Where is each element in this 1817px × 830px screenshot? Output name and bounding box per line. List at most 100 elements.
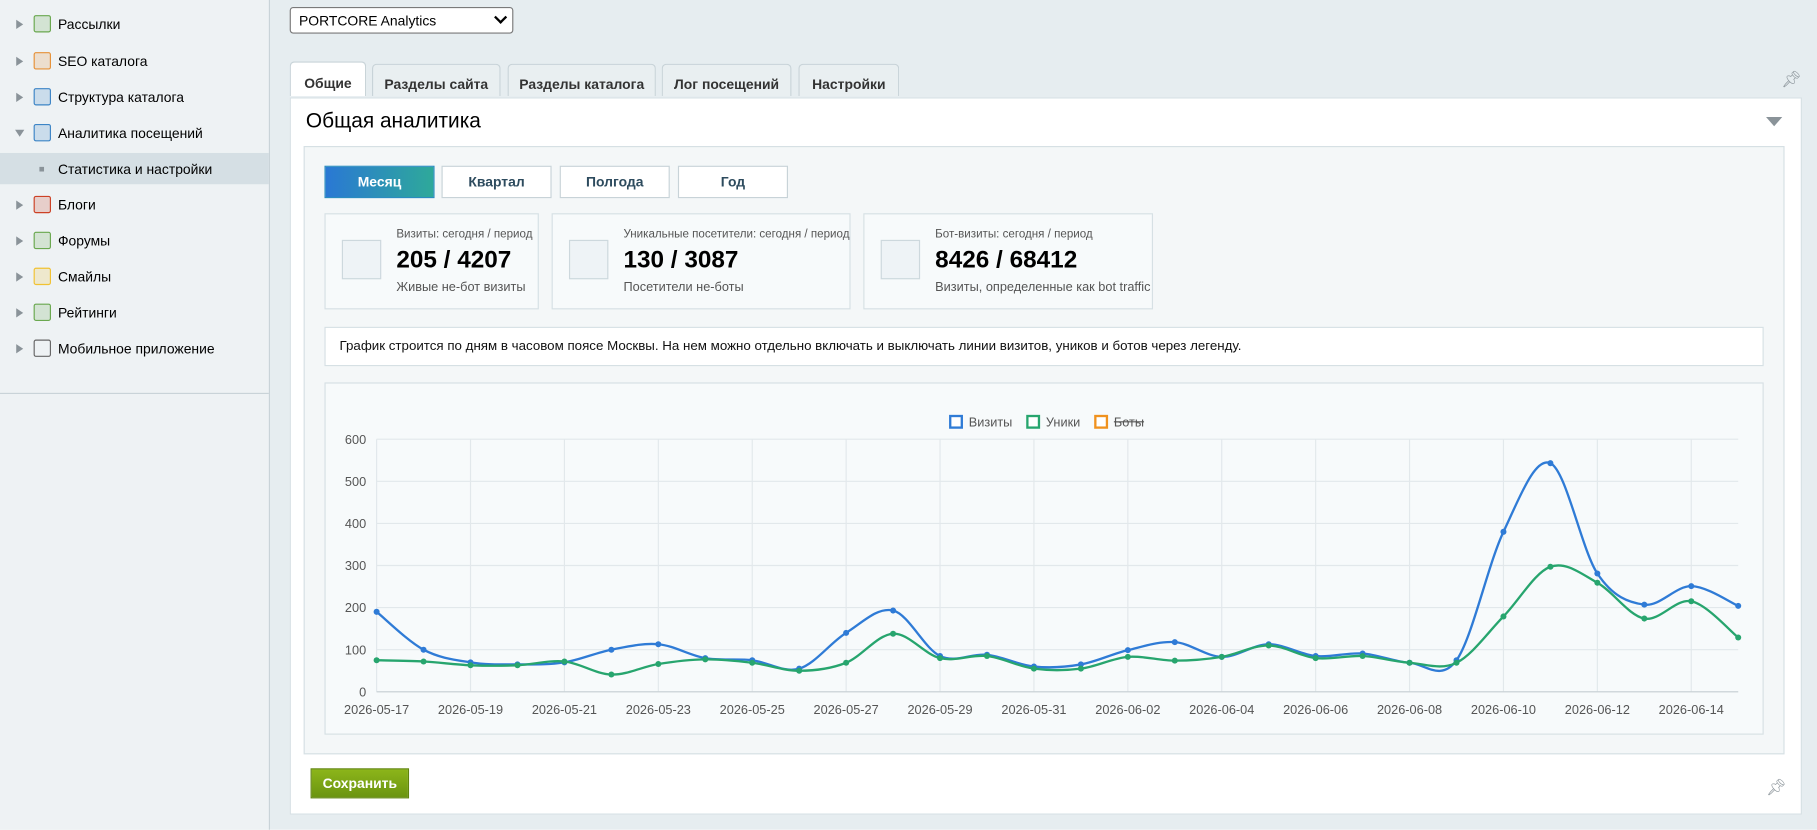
sidebar-item[interactable]: Смайлы <box>0 261 269 292</box>
period-button[interactable]: Квартал <box>441 165 552 199</box>
bullet <box>39 166 45 172</box>
sidebar-item[interactable]: Рассылки <box>0 8 269 39</box>
tab[interactable]: Разделы каталога <box>507 63 656 97</box>
sidebar-label: SEO каталога <box>57 52 148 69</box>
data-point <box>655 661 662 668</box>
x-tick-label: 2026-06-10 <box>1471 702 1536 717</box>
sidebar-label: Рейтинги <box>57 304 117 321</box>
tab[interactable]: Лог посещений <box>661 63 792 97</box>
item-icon <box>33 15 51 33</box>
data-point <box>1124 647 1131 654</box>
sidebar-item[interactable]: Структура каталога <box>0 81 269 112</box>
period-button[interactable]: Год <box>677 165 788 199</box>
y-tick-label: 0 <box>359 684 366 699</box>
period-button[interactable]: Полгода <box>559 165 670 199</box>
data-point <box>1030 665 1037 672</box>
data-point <box>1171 657 1178 664</box>
stat-card: Уникальные посетители: сегодня / период 1… <box>551 213 851 310</box>
expand-arrow[interactable] <box>16 307 24 317</box>
data-point <box>1124 653 1131 660</box>
tab[interactable]: Настройки <box>798 63 900 97</box>
expand-arrow[interactable] <box>15 129 25 137</box>
expand-arrow[interactable] <box>16 19 24 29</box>
legend-swatch[interactable] <box>1094 414 1109 429</box>
data-point <box>843 659 850 666</box>
save-button[interactable]: Сохранить <box>310 768 410 799</box>
data-point <box>843 629 850 636</box>
expand-arrow[interactable] <box>16 343 24 353</box>
data-point <box>1547 563 1554 570</box>
sidebar-item[interactable]: Форумы <box>0 225 269 256</box>
stat-card: Бот-визиты: сегодня / период 8426 / 68412… <box>863 213 1154 310</box>
tab[interactable]: Общие <box>289 61 367 97</box>
legend-swatch[interactable] <box>1026 414 1041 429</box>
pin-icon[interactable]: 📌︎ <box>1766 777 1787 797</box>
item-icon <box>33 52 51 70</box>
stat-label: Бот-визиты: сегодня / период <box>935 228 1093 242</box>
legend-label[interactable]: Уники <box>1046 414 1080 429</box>
stat-note: Живые не-бот визиты <box>396 280 526 295</box>
x-tick-label: 2026-06-08 <box>1377 702 1442 717</box>
x-tick-label: 2026-05-23 <box>626 702 691 717</box>
expand-arrow[interactable] <box>16 235 24 246</box>
x-tick-label: 2026-06-02 <box>1095 702 1160 717</box>
item-icon <box>33 88 51 106</box>
data-point <box>1594 570 1601 577</box>
x-tick-label: 2026-05-17 <box>344 702 409 717</box>
sidebar-item[interactable]: Блоги <box>0 189 269 220</box>
expand-arrow[interactable] <box>16 199 24 210</box>
data-point <box>1547 460 1554 467</box>
expand-arrow[interactable] <box>16 56 24 66</box>
tab[interactable]: Разделы сайта <box>371 63 501 97</box>
expand-arrow[interactable] <box>16 271 24 282</box>
chart: 0 100 200 300 400 500 600 2026-05-17 2026-05-19 2… <box>344 414 1742 717</box>
x-tick-label: 2026-06-12 <box>1565 702 1630 717</box>
data-point <box>1735 602 1742 609</box>
data-point <box>373 608 380 615</box>
data-point <box>561 658 568 665</box>
data-point <box>467 662 474 669</box>
sidebar-label: Статистика и настройки <box>57 160 213 177</box>
x-tick-label: 2026-06-06 <box>1283 702 1348 717</box>
stat-value: 130 / 3087 <box>623 246 739 274</box>
stat-icon <box>341 239 382 280</box>
y-tick-label: 100 <box>345 642 366 657</box>
select-arrow <box>494 10 508 24</box>
pin-icon[interactable]: 📌︎ <box>1781 69 1802 89</box>
stat-icon <box>568 239 609 280</box>
sidebar-item[interactable]: Аналитика посещений <box>0 117 269 148</box>
expand-arrow[interactable] <box>16 92 24 102</box>
data-point <box>1406 659 1413 666</box>
sidebar-item[interactable]: Рейтинги <box>0 297 269 328</box>
legend-swatch[interactable] <box>949 414 963 429</box>
data-point <box>1641 601 1648 608</box>
info-note: График строится по дням в часовом поясе … <box>324 326 1764 367</box>
data-point <box>702 656 709 663</box>
data-point <box>1500 528 1507 535</box>
sidebar-label: Мобильное приложение <box>57 340 215 357</box>
site-select[interactable]: PORTCORE Analytics <box>289 6 514 34</box>
item-icon <box>33 195 51 214</box>
sidebar-item[interactable]: Мобильное приложение <box>0 333 269 364</box>
stat-icon <box>880 239 921 280</box>
stat-note: Посетители не-боты <box>623 280 744 295</box>
sidebar-item[interactable]: Статистика и настройки <box>0 152 269 185</box>
data-point <box>1218 653 1225 660</box>
item-icon <box>33 267 51 286</box>
x-tick-label: 2026-05-27 <box>814 702 879 717</box>
x-tick-label: 2026-05-25 <box>720 702 785 717</box>
item-icon <box>33 123 51 142</box>
legend-label[interactable]: Визиты <box>969 414 1013 429</box>
stat-value: 205 / 4207 <box>396 246 512 274</box>
sidebar-item[interactable]: SEO каталога <box>0 45 269 76</box>
sidebar-label: Структура каталога <box>57 88 185 105</box>
data-point <box>1735 634 1742 641</box>
item-icon <box>33 303 51 321</box>
period-button[interactable]: Месяц <box>324 165 435 199</box>
sidebar-divider <box>0 392 269 394</box>
data-point <box>420 646 427 653</box>
y-tick-label: 200 <box>345 600 366 615</box>
collapse-toggle[interactable] <box>1766 117 1783 127</box>
data-point <box>1359 653 1366 660</box>
data-point <box>608 671 615 678</box>
